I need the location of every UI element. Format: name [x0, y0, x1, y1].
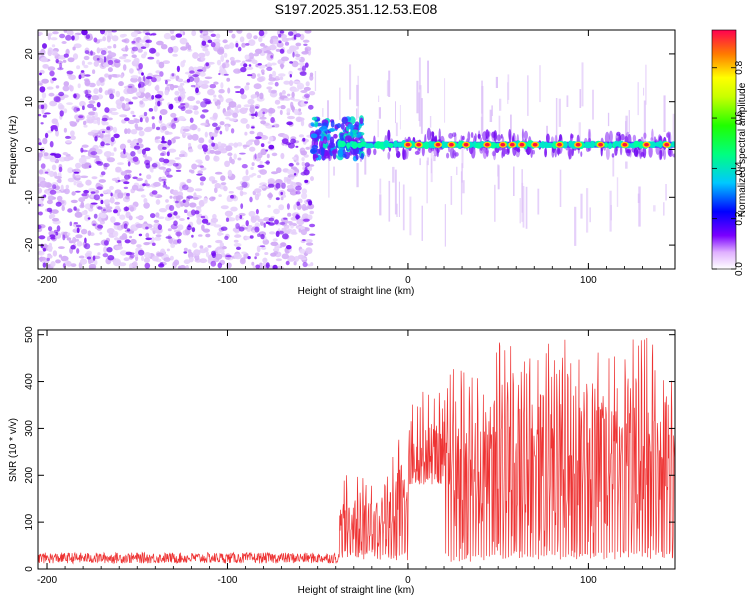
x-tick-label: -200 — [37, 275, 57, 286]
y-tick-label: -20 — [24, 237, 35, 252]
figure-title: S197.2025.351.12.53.E08 — [275, 1, 438, 17]
spectrogram-y-ticks: -20 -10 0 10 20 — [24, 48, 675, 252]
x-tick-label: 0 — [405, 575, 411, 586]
spectrogram-plot-area — [38, 30, 675, 269]
y-tick-label: 0 — [24, 566, 35, 572]
spectrogram-y-axis-title: Frequency (Hz) — [8, 116, 19, 185]
spectrogram-signal-region — [309, 57, 675, 247]
y-tick-label: 300 — [24, 420, 35, 437]
x-tick-label: 100 — [580, 575, 597, 586]
x-tick-label: -100 — [217, 575, 237, 586]
snr-frame — [37, 329, 676, 570]
colorbar-tick-label: 0.6 — [734, 111, 745, 125]
x-tick-label: 100 — [580, 275, 597, 286]
snr-series-line — [37, 337, 676, 565]
colorbar-label: Normalized spectral amplitude — [737, 82, 748, 217]
y-tick-label: 100 — [24, 513, 35, 530]
snr-x-axis-title: Height of straight line (km) — [298, 585, 415, 596]
y-tick-label: -10 — [24, 190, 35, 205]
x-tick-label: -200 — [37, 575, 57, 586]
colorbar-tick-label: 0.4 — [734, 161, 745, 175]
colorbar-tick-label: 0.2 — [734, 211, 745, 225]
colorbar-ticks: 0.0 0.2 0.4 0.6 0.8 — [712, 60, 745, 276]
colorbar: 0.0 0.2 0.4 0.6 0.8 Normalized spectral ampl… — [711, 29, 748, 276]
x-tick-label: -100 — [217, 275, 237, 286]
snr-y-axis-title: SNR (10 * v/v) — [8, 418, 19, 482]
colorbar-tick-label: 0.0 — [734, 262, 745, 276]
x-tick-label: 0 — [405, 275, 411, 286]
colorbar-tick-label: 0.8 — [734, 60, 745, 74]
snr-x-ticks: -200 -100 0 100 — [37, 330, 661, 586]
colorbar-gradient — [711, 29, 737, 270]
y-tick-label: 0 — [24, 146, 35, 152]
spectrogram-noise-region — [38, 30, 316, 269]
y-tick-label: 10 — [24, 96, 35, 108]
spectrogram-x-ticks: -200 -100 0 100 — [37, 30, 661, 286]
spectrogram-x-axis-title: Height of straight line (km) — [298, 286, 415, 297]
y-tick-label: 200 — [24, 466, 35, 483]
y-tick-label: 400 — [24, 373, 35, 390]
snr-y-ticks: 0 100 200 300 400 500 — [24, 326, 675, 572]
y-tick-label: 500 — [24, 326, 35, 343]
snr-panel: -200 -100 0 100 0 100 200 300 400 500 Height of … — [8, 326, 676, 596]
y-tick-label: 20 — [24, 48, 35, 60]
